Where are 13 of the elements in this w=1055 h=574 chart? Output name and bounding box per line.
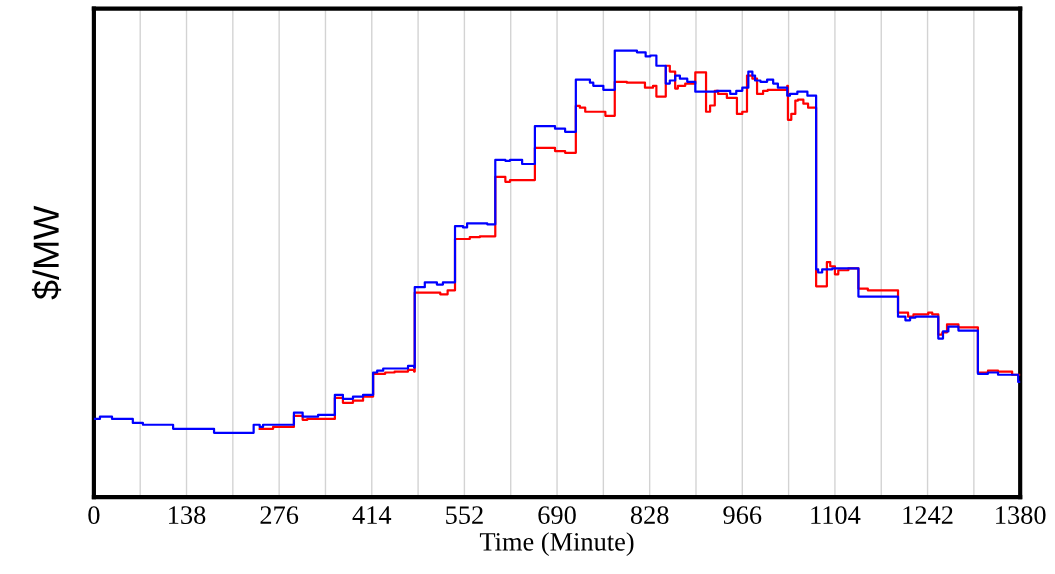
x-tick-label: 1380	[996, 506, 1046, 524]
x-tick-label: 0	[88, 506, 100, 524]
x-tick-label: 414	[352, 506, 392, 524]
y-axis-title: $/MW	[31, 205, 62, 300]
x-tick-label: 828	[630, 506, 669, 524]
x-tick-label: 276	[260, 506, 299, 524]
x-tick-label: 552	[446, 506, 483, 524]
x-tick-label: 966	[723, 506, 762, 524]
x-axis-title: Time (Minute)	[479, 532, 634, 557]
x-tick-label: 690	[538, 506, 576, 524]
x-tick-label: 138	[169, 506, 206, 524]
x-tick-label: 1242	[903, 506, 953, 524]
x-tick-label: 1104	[811, 506, 861, 524]
